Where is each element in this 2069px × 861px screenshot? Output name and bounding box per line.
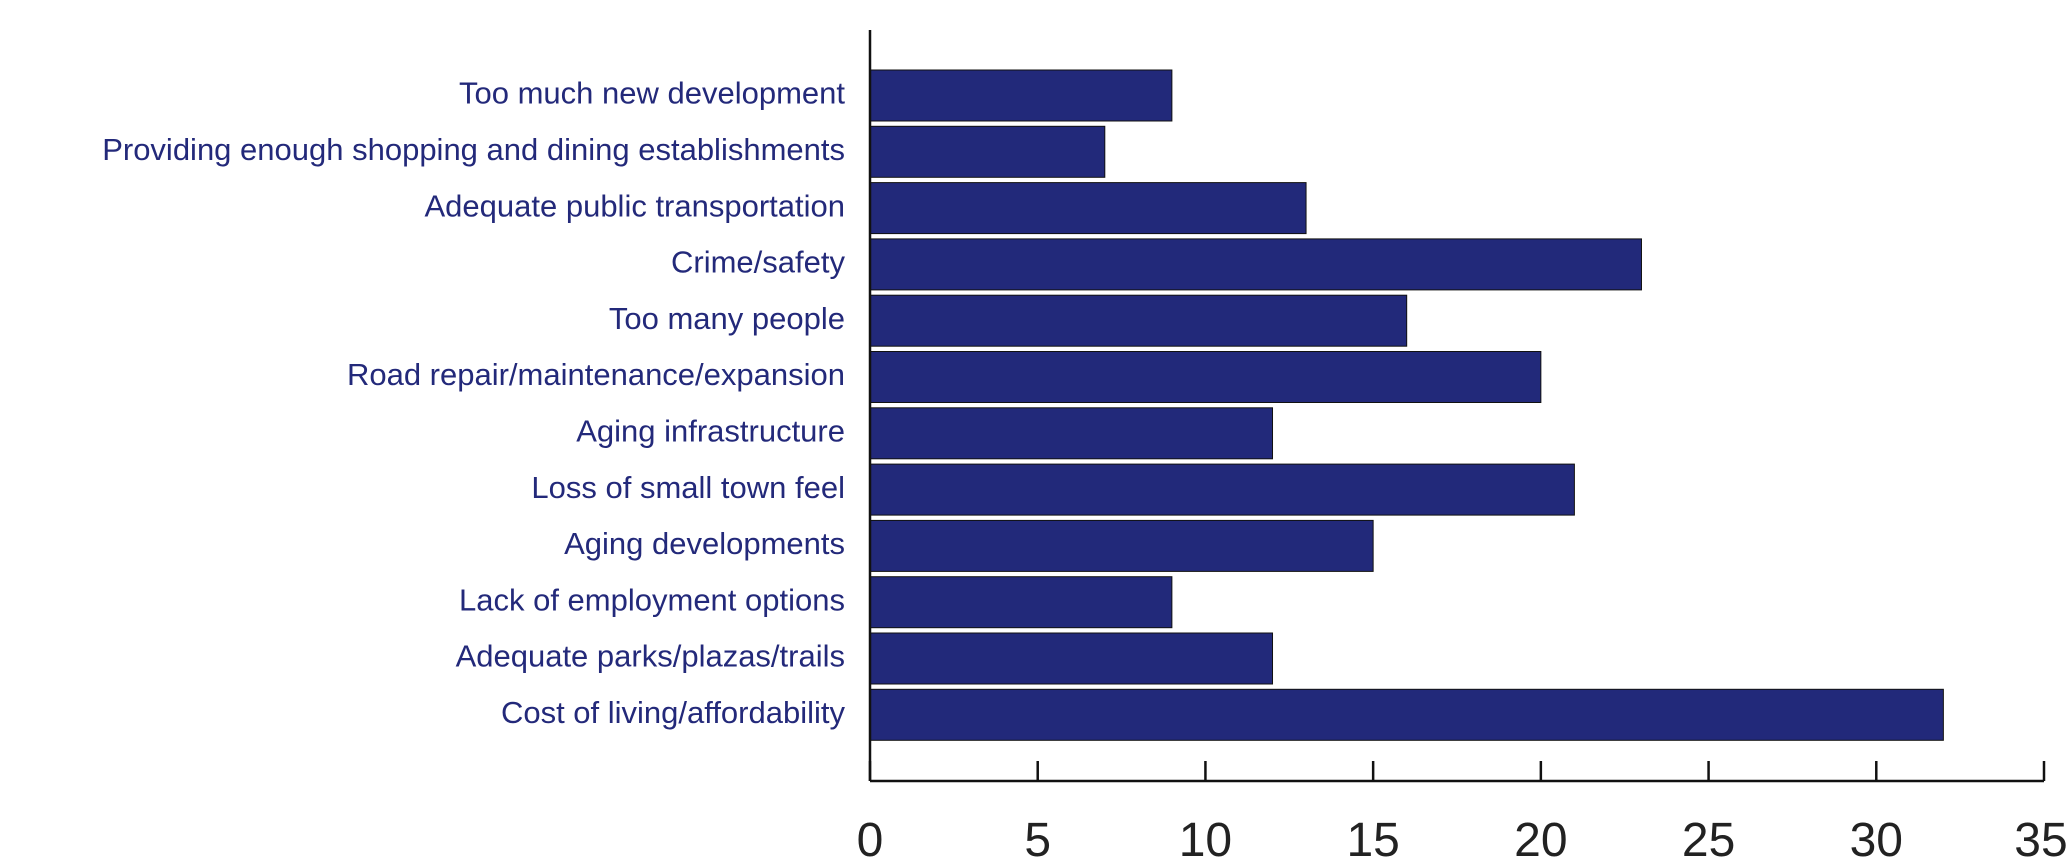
bars-group — [869, 69, 1944, 741]
x-tick-label: 25 — [1682, 814, 1735, 861]
x-ticks-group: 0 5 10 15 20 25 30 35 — [857, 761, 2068, 861]
category-labels-group: Too much new development Providing enough… — [102, 76, 845, 730]
bar — [869, 688, 1944, 741]
x-tick-label: 35 — [2014, 814, 2067, 861]
bar — [869, 238, 1642, 291]
category-label: Lack of employment options — [459, 582, 845, 617]
category-label: Crime/safety — [671, 245, 845, 280]
x-tick-label: 30 — [1850, 814, 1903, 861]
bar — [869, 69, 1173, 122]
category-label: Too much new development — [459, 76, 845, 111]
bar — [869, 576, 1173, 629]
category-label: Aging developments — [564, 526, 845, 561]
x-tick-label: 0 — [857, 814, 884, 861]
x-tick-label: 10 — [1179, 814, 1232, 861]
bar — [869, 351, 1542, 403]
bar — [869, 463, 1575, 516]
bar — [869, 407, 1274, 460]
bar — [869, 125, 1106, 178]
category-label: Aging infrastructure — [576, 413, 845, 448]
bar — [869, 182, 1307, 235]
category-label: Adequate parks/plazas/trails — [456, 639, 845, 674]
category-label: Adequate public transportation — [424, 188, 845, 223]
category-label: Cost of living/affordability — [501, 695, 846, 730]
x-tick-label: 15 — [1346, 814, 1399, 861]
x-tick-label: 5 — [1024, 814, 1051, 861]
bar — [869, 519, 1374, 572]
bar — [869, 632, 1274, 685]
category-label: Providing enough shopping and dining est… — [102, 132, 845, 167]
category-label: Loss of small town feel — [531, 470, 845, 505]
bar — [869, 294, 1408, 347]
category-label: Road repair/maintenance/expansion — [347, 357, 845, 392]
axes-group — [868, 30, 2044, 783]
category-label: Too many people — [609, 301, 845, 336]
x-tick-label: 20 — [1514, 814, 1567, 861]
